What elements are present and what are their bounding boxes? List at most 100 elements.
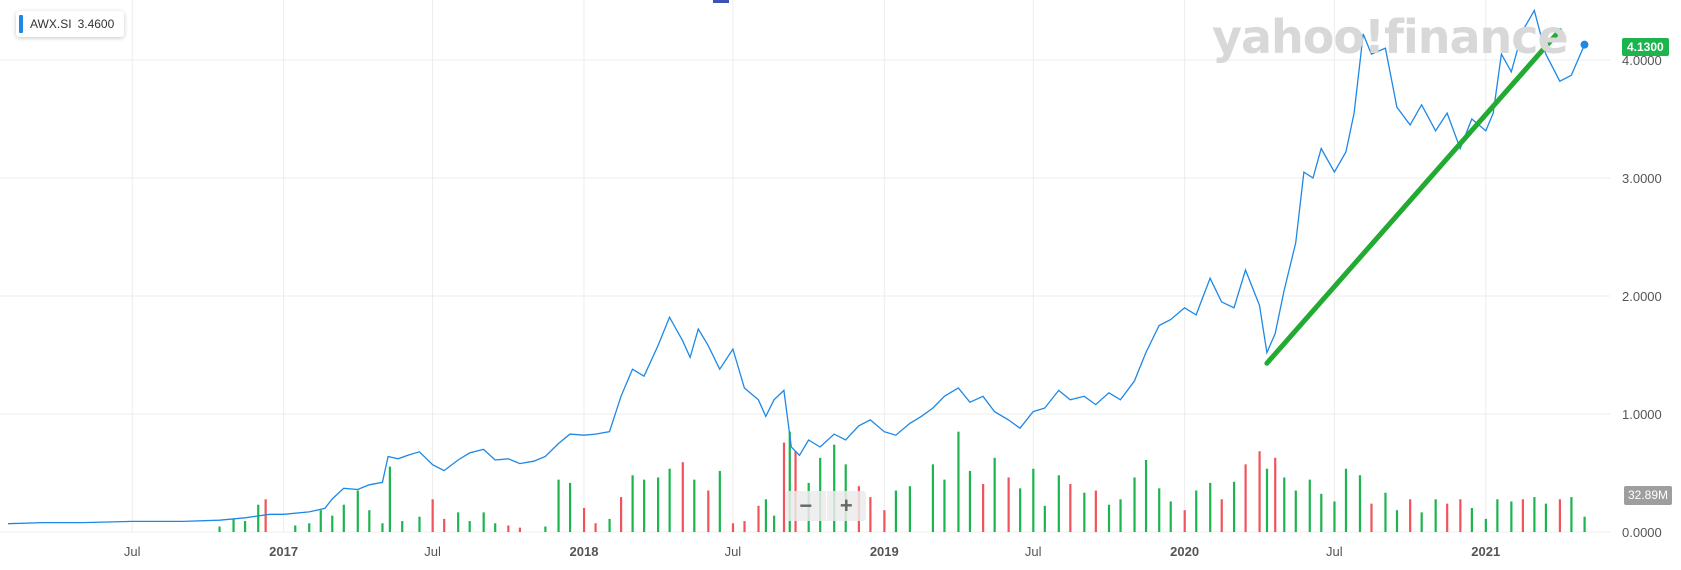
volume-bar xyxy=(331,515,334,532)
volume-bar xyxy=(568,482,572,532)
volume-bar xyxy=(1133,477,1136,532)
volume-bar xyxy=(757,505,760,532)
volume-bar xyxy=(232,518,235,532)
volume-bar xyxy=(718,470,721,532)
volume-bar xyxy=(1195,490,1198,532)
volume-bar xyxy=(1183,510,1186,532)
volume-bar xyxy=(319,510,322,532)
trend-line xyxy=(1264,28,1563,366)
volume-bar xyxy=(908,486,911,532)
volume-bar xyxy=(931,464,935,532)
volume-bar xyxy=(431,499,434,532)
volume-bar xyxy=(1358,475,1362,532)
x-tick-label: Jul xyxy=(725,544,742,559)
volume-bar xyxy=(1384,492,1387,532)
volume-bar xyxy=(993,457,996,532)
legend-symbol: AWX.SI xyxy=(30,17,72,31)
price-end-dot xyxy=(1580,40,1589,49)
volume-bar xyxy=(643,479,646,532)
y-tick-label: 1.0000 xyxy=(1622,407,1662,422)
volume-bar xyxy=(594,523,597,532)
volume-bar xyxy=(869,497,872,532)
volume-bar xyxy=(257,504,260,532)
volume-bar xyxy=(368,510,371,532)
x-tick-label: 2021 xyxy=(1471,544,1500,559)
volume-bar xyxy=(1169,501,1172,532)
volume-bar xyxy=(943,479,946,532)
y-tick-label: 4.0000 xyxy=(1622,53,1662,68)
volume-bar xyxy=(773,515,776,532)
volume-bar xyxy=(381,523,384,532)
volume-bar xyxy=(468,521,471,532)
volume-bar xyxy=(388,466,391,532)
volume-bar xyxy=(1459,499,1462,532)
volume-bar xyxy=(1294,490,1297,532)
volume-bar xyxy=(1344,468,1348,532)
volume-bar xyxy=(1144,460,1148,532)
volume-bar xyxy=(1069,484,1072,532)
volume-bar xyxy=(1258,451,1261,532)
volume-bar xyxy=(1232,481,1236,532)
volume-bar xyxy=(1043,505,1046,532)
yahoo-finance-logo: yahoo!finance xyxy=(1212,10,1569,64)
volume-bar xyxy=(982,484,985,532)
volume-bar xyxy=(1265,468,1269,532)
volume-bar xyxy=(1094,490,1097,532)
volume-bar xyxy=(1007,477,1010,532)
volume-bar xyxy=(1420,512,1423,532)
volume-bar xyxy=(657,477,660,532)
volume-bar xyxy=(1320,493,1323,532)
volume-bar xyxy=(457,512,460,532)
volume-bar xyxy=(1274,457,1277,532)
volume-bar xyxy=(1244,464,1247,532)
zoom-control: − + xyxy=(786,491,866,521)
volume-bar xyxy=(308,523,311,532)
y-tick-label: 3.0000 xyxy=(1622,171,1662,186)
volume-bar xyxy=(894,490,898,532)
volume-bar xyxy=(1446,503,1449,532)
volume-bar xyxy=(743,521,746,532)
volume-bar xyxy=(1434,499,1437,532)
volume-bar xyxy=(356,490,359,532)
volume-bar xyxy=(1308,479,1311,532)
volume-bar xyxy=(582,508,586,532)
volume-bar xyxy=(1370,503,1373,532)
series-legend[interactable]: AWX.SI 3.4600 xyxy=(16,11,125,37)
volume-bar xyxy=(782,442,786,532)
x-tick-label: Jul xyxy=(1326,544,1343,559)
y-tick-label: 2.0000 xyxy=(1622,289,1662,304)
volume-bar xyxy=(681,462,684,532)
volume-bar xyxy=(494,523,497,532)
x-tick-label: 2017 xyxy=(269,544,298,559)
volume-bar xyxy=(1583,516,1586,532)
volume-bar xyxy=(1057,475,1060,532)
volume-bar xyxy=(1521,499,1524,532)
volume-bar xyxy=(507,525,510,532)
volume-bar xyxy=(482,512,485,532)
volume-bar xyxy=(218,526,221,532)
volume-bar xyxy=(833,444,836,532)
volume-bar xyxy=(1496,499,1499,532)
volume-bar xyxy=(1283,477,1286,532)
volume-bar xyxy=(1570,497,1573,532)
volume-bar xyxy=(957,431,960,532)
x-tick-label: 2020 xyxy=(1170,544,1199,559)
volume-bar xyxy=(608,518,611,532)
volume-bar xyxy=(668,468,671,532)
volume-bar xyxy=(1083,492,1086,532)
zoom-in-button[interactable]: + xyxy=(825,491,867,521)
volume-bar xyxy=(443,518,446,532)
volume-bar xyxy=(1032,468,1035,532)
x-tick-label: Jul xyxy=(424,544,441,559)
volume-bar xyxy=(707,490,710,532)
volume-bar xyxy=(1409,499,1412,532)
volume-bar xyxy=(1158,488,1161,532)
volume-bar xyxy=(619,497,623,532)
zoom-out-button[interactable]: − xyxy=(799,493,813,518)
volume-bar xyxy=(1558,499,1562,532)
volume-bar xyxy=(788,431,791,532)
x-tick-label: 2018 xyxy=(570,544,599,559)
legend-value: 3.4600 xyxy=(77,17,115,31)
